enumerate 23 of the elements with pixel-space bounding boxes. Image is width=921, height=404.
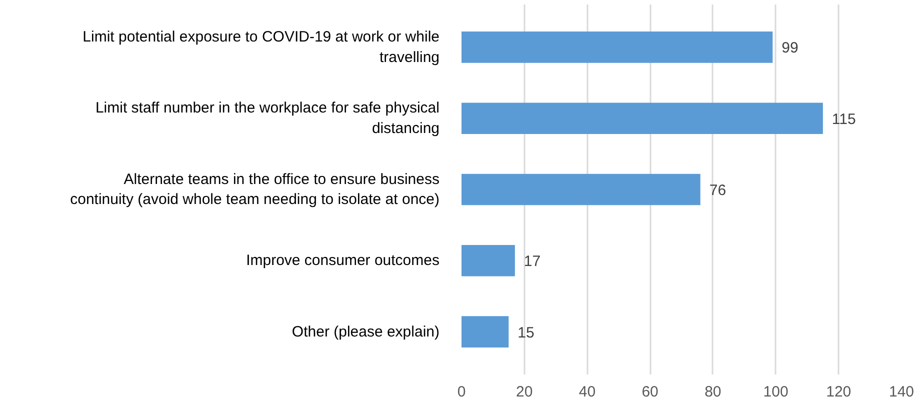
x-tick-label: 140 (888, 384, 914, 400)
bar (462, 316, 509, 348)
bar (462, 174, 700, 206)
x-tick-label: 120 (826, 384, 852, 400)
bar (462, 245, 515, 276)
x-tick-label: 40 (578, 384, 596, 400)
y-tick-label: Alternate teams in the office to ensure business continuity (avoid whole team needing to isolate at once) (70, 170, 440, 208)
data-label: 76 (709, 182, 726, 199)
y-tick-label: Improve consumer outcomes (246, 252, 440, 270)
x-tick-label: 60 (642, 384, 658, 400)
data-label: 17 (524, 253, 541, 270)
data-label: 15 (518, 324, 534, 342)
data-label: 115 (832, 110, 856, 128)
y-tick-label: Limit potential exposure to COVID-19 at work or while travelling (82, 28, 440, 66)
y-tick-label: Other (please explain) (292, 323, 440, 340)
y-tick-label: Limit staff number in the workplace for safe physical distancing (95, 100, 440, 138)
x-tick-label: 20 (516, 384, 533, 400)
data-label: 99 (782, 40, 798, 57)
x-tick-label: 80 (704, 384, 722, 400)
x-tick-label: 0 (457, 384, 466, 400)
bar (462, 32, 773, 63)
bar (462, 102, 823, 134)
x-tick-label: 100 (763, 384, 788, 400)
